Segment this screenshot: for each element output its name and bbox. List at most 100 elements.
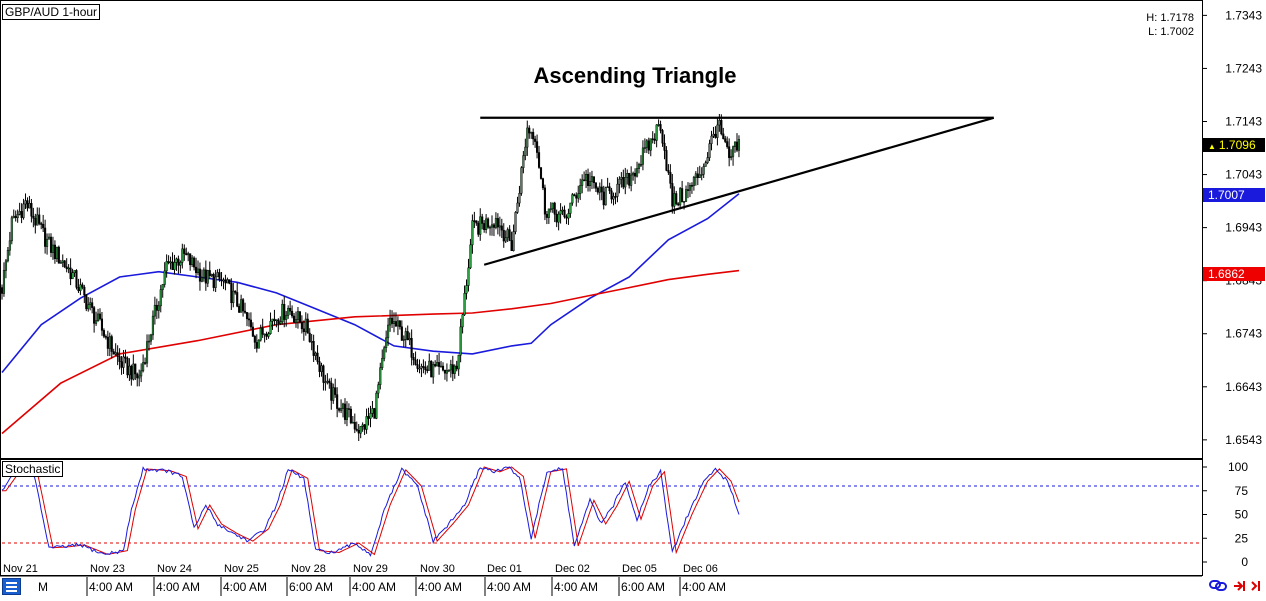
candle-down [596, 187, 599, 193]
candle-up [488, 226, 492, 229]
candle-down [410, 338, 413, 358]
candle-up [114, 352, 117, 355]
candle-up [385, 337, 388, 349]
stoch-tick-label: 25 [1235, 531, 1249, 545]
candle-up [559, 210, 562, 215]
candle-up [626, 173, 629, 178]
candle-up [704, 162, 707, 167]
candle-down [338, 408, 341, 411]
candle-down [65, 266, 68, 269]
candle-up [2, 270, 6, 294]
candle-down [661, 130, 664, 144]
candle-up [161, 284, 164, 290]
stochastic-axis: 100 75 50 25 0 [1202, 460, 1248, 569]
candle-down [330, 382, 333, 401]
candle-down [336, 394, 339, 409]
candle-up [561, 209, 564, 212]
candle-down [443, 369, 447, 374]
menu-icon[interactable] [2, 578, 21, 595]
candle-up [151, 315, 154, 336]
candle-up [214, 276, 217, 288]
menu-label: M [38, 580, 48, 594]
candle-up [16, 214, 19, 219]
candle-up [173, 262, 176, 270]
candle-down [565, 216, 568, 219]
candle-up [296, 311, 300, 320]
candle-up [24, 200, 27, 205]
candle-up [95, 320, 98, 324]
date-label: Nov 30 [420, 563, 455, 575]
candle-down [120, 361, 123, 368]
candle-down [622, 177, 625, 188]
candle-up [457, 354, 460, 370]
candle-down [390, 317, 394, 324]
candle-down [349, 408, 352, 424]
candle-up [341, 403, 345, 409]
candle-down [483, 223, 486, 230]
candle-up [641, 147, 644, 165]
price-tick-label: 1.7343 [1225, 8, 1262, 22]
candle-up [679, 188, 682, 206]
candle-down [0, 287, 4, 294]
candle-down [291, 310, 294, 317]
candle-up [314, 352, 317, 356]
price-tick-label: 1.6643 [1225, 380, 1262, 394]
candle-down [261, 327, 264, 335]
candle-up [381, 358, 384, 368]
candle-down [230, 283, 233, 304]
candle-up [79, 284, 82, 292]
candle-up [285, 315, 288, 320]
current-price-value: 1.7096 [1218, 138, 1256, 152]
candle-up [269, 320, 272, 334]
candle-up [157, 305, 160, 311]
candle-up [128, 365, 131, 376]
candle-up [490, 224, 494, 228]
chart-title: Ascending Triangle [534, 63, 737, 88]
candle-up [616, 183, 619, 197]
candle-up [506, 229, 509, 238]
stoch-tick-label: 0 [1241, 555, 1248, 569]
candle-up [145, 341, 149, 364]
candle-down [438, 362, 441, 367]
candle-down [104, 336, 107, 338]
candle-down [144, 362, 147, 364]
candle-up [643, 147, 646, 149]
candle-up [522, 155, 525, 168]
low-label: L: 1.7002 [1148, 26, 1194, 38]
candle-up [710, 135, 713, 144]
time-label: 4:00 AM [352, 580, 396, 594]
candle-up [620, 177, 623, 180]
candle-up [67, 267, 70, 270]
candle-up [222, 279, 225, 282]
link-icon[interactable] [1209, 580, 1227, 591]
date-label: Dec 01 [487, 563, 522, 575]
scroll-end-icon[interactable] [1251, 581, 1260, 591]
candle-up [471, 220, 474, 246]
candle-up [46, 238, 49, 247]
time-label: 4:00 AM [418, 580, 462, 594]
candle-down [75, 270, 78, 288]
candle-down [30, 203, 33, 217]
candle-down [183, 248, 186, 254]
candle-down [496, 218, 499, 228]
candle-up [12, 215, 15, 219]
high-label: H: 1.7178 [1146, 12, 1194, 24]
time-label: 4:00 AM [223, 580, 267, 594]
candle-down [681, 188, 684, 203]
candle-up [4, 260, 7, 271]
candle-down [539, 167, 543, 179]
price-tick-label: 1.7143 [1225, 114, 1262, 128]
candle-down [234, 290, 237, 293]
candle-up [287, 307, 290, 316]
candle-up [163, 270, 166, 285]
candle-up [479, 216, 482, 235]
arrow-right-icon[interactable] [1234, 581, 1245, 591]
candle-up [279, 321, 282, 324]
candle-up [494, 218, 497, 228]
date-label: Nov 25 [224, 563, 259, 575]
candle-down [355, 428, 358, 431]
candle-up [694, 173, 697, 178]
time-label: 4:00 AM [156, 580, 200, 594]
candle-up [692, 177, 695, 186]
candle-down [136, 373, 139, 379]
